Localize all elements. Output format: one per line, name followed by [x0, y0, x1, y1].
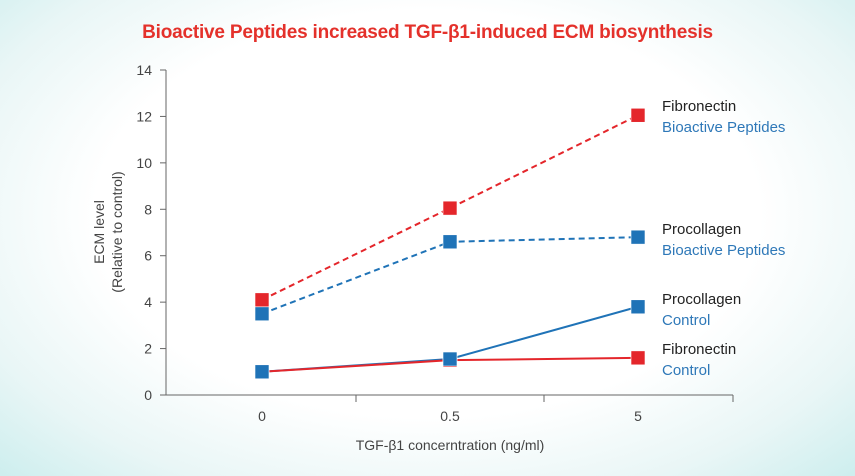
series-label-procollagen-bioactive-group: Bioactive Peptides	[662, 242, 785, 259]
data-point-fibronectin-control	[630, 350, 646, 366]
y-tick-label: 4	[144, 294, 152, 310]
y-tick-label: 0	[144, 387, 152, 403]
y-axis-title: ECM level (Relative to control)	[91, 171, 125, 292]
data-point-procollagen-control	[630, 299, 646, 315]
data-point-procollagen-bioactive	[254, 306, 270, 322]
series-label-fibronectin-control: Fibronectin	[662, 341, 736, 358]
data-point-fibronectin-bioactive	[630, 107, 646, 123]
y-tick-label: 6	[144, 248, 152, 264]
x-tick-label: 0.5	[440, 408, 460, 424]
y-axis-title-line: (Relative to control)	[109, 171, 125, 292]
y-tick-label: 2	[144, 341, 152, 357]
y-tick-label: 8	[144, 201, 152, 217]
y-axis-title-line: ECM level	[91, 200, 107, 264]
data-point-fibronectin-bioactive	[442, 200, 458, 216]
data-point-procollagen-control	[442, 351, 458, 367]
y-tick-label: 12	[136, 108, 152, 124]
series-label-procollagen-bioactive: Procollagen	[662, 221, 741, 238]
series-label-procollagen-control: Procollagen	[662, 291, 741, 308]
series-label-fibronectin-control-group: Control	[662, 362, 710, 379]
series-label-procollagen-control-group: Control	[662, 312, 710, 329]
x-tick-label: 0	[258, 408, 266, 424]
x-axis-title: TGF-β1 concerntration (ng/ml)	[356, 437, 545, 453]
data-point-procollagen-bioactive	[442, 234, 458, 250]
y-tick-label: 14	[136, 62, 152, 78]
y-tick-label: 10	[136, 155, 152, 171]
series-label-fibronectin-bioactive: Fibronectin	[662, 98, 736, 115]
series-label-fibronectin-bioactive-group: Bioactive Peptides	[662, 119, 785, 136]
chart-title: Bioactive Peptides increased TGF-β1-indu…	[142, 22, 713, 43]
data-point-procollagen-control	[254, 364, 270, 380]
data-point-fibronectin-bioactive	[254, 292, 270, 308]
data-point-procollagen-bioactive	[630, 229, 646, 245]
x-tick-label: 5	[634, 408, 642, 424]
